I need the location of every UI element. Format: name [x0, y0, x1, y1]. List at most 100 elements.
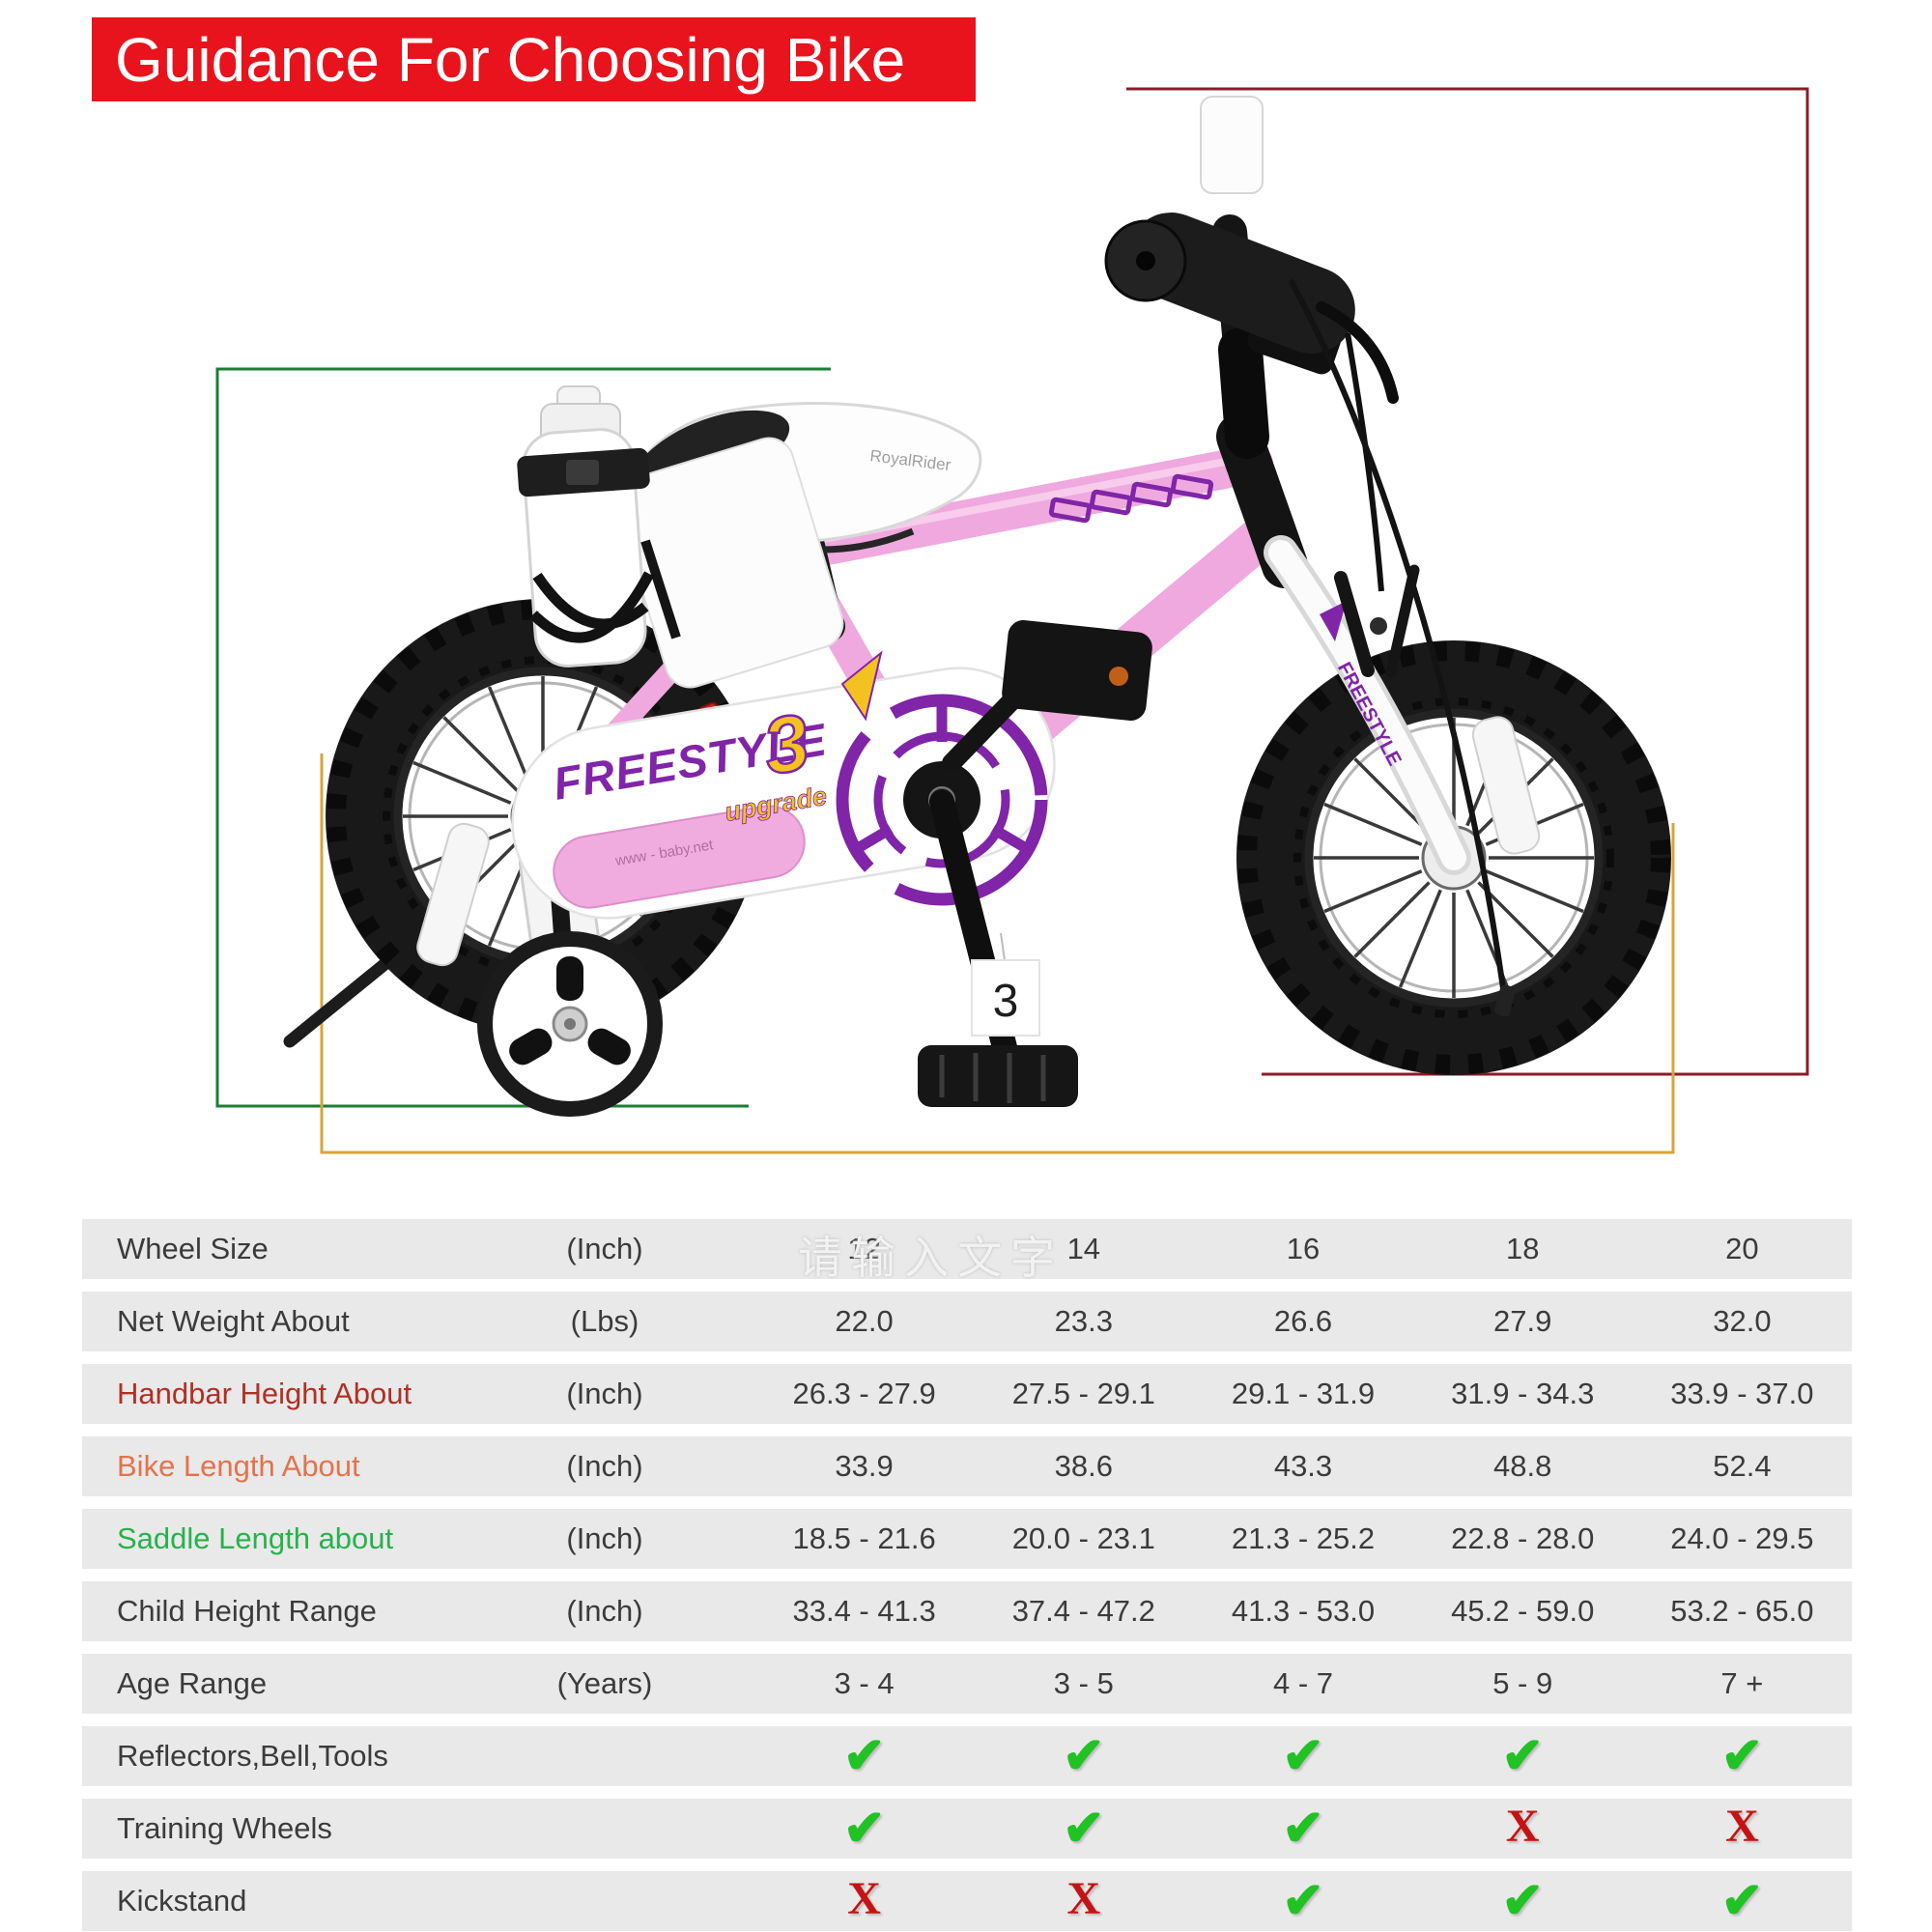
crank-and-pedals — [918, 619, 1152, 1107]
table-row-bike-length: Bike Length About (Inch) 33.9 38.6 43.3 … — [82, 1436, 1852, 1496]
cell-value: 29.1 - 31.9 — [1231, 1377, 1376, 1410]
row-unit: (Inch) — [566, 1521, 643, 1555]
feature-mark: ✔ — [1282, 1728, 1324, 1784]
svg-text:3: 3 — [993, 976, 1019, 1027]
cell-value: 18.5 - 21.6 — [792, 1521, 936, 1555]
cell-value: 48.8 — [1493, 1449, 1552, 1483]
feature-mark: ✔ — [1501, 1728, 1544, 1784]
cell-value: 31.9 - 34.3 — [1451, 1377, 1595, 1410]
cell-value: 21.3 - 25.2 — [1231, 1521, 1376, 1555]
table-row-kickstand: Kickstand X X ✔ ✔ ✔ — [82, 1871, 1852, 1931]
cell-value: 4 - 7 — [1272, 1666, 1334, 1700]
cell-value: 41.3 - 53.0 — [1231, 1594, 1376, 1628]
front-brake — [1334, 564, 1420, 678]
pedal-size-tag: 3 — [971, 932, 1040, 1037]
feature-mark: ✔ — [1282, 1873, 1324, 1929]
water-bottle — [517, 385, 844, 689]
cell-value: 45.2 - 59.0 — [1451, 1594, 1595, 1628]
feature-mark: X — [1505, 1801, 1540, 1852]
cell-value: 20.0 - 23.1 — [1011, 1521, 1155, 1555]
cell-value: 32.0 — [1713, 1304, 1772, 1338]
cell-value: 7 + — [1720, 1666, 1764, 1700]
feature-mark: X — [1725, 1801, 1759, 1852]
cell-value: 26.6 — [1273, 1304, 1333, 1338]
brake-lever — [1316, 301, 1399, 404]
row-unit: (Inch) — [566, 1377, 643, 1410]
row-label: Kickstand — [117, 1884, 247, 1918]
frame-decals — [1048, 473, 1214, 524]
cell-value: 18 — [1505, 1232, 1540, 1265]
feature-mark: X — [847, 1873, 881, 1924]
table-row-net-weight: Net Weight About (Lbs) 22.0 23.3 26.6 27… — [82, 1292, 1852, 1351]
cell-value: 33.4 - 41.3 — [792, 1594, 936, 1628]
feature-mark: ✔ — [1063, 1728, 1105, 1784]
cell-value: 5 - 9 — [1492, 1666, 1553, 1700]
chainguard-emblem — [836, 694, 1048, 906]
cell-value: 20 — [1725, 1232, 1759, 1265]
feature-mark: ✔ — [1063, 1801, 1105, 1857]
cell-value: 14 — [1066, 1232, 1101, 1265]
cell-value: 52.4 — [1713, 1449, 1772, 1483]
cell-value: 3 - 4 — [834, 1666, 895, 1700]
cell-value: 38.6 — [1054, 1449, 1113, 1483]
chainguard-arrow — [840, 650, 883, 722]
row-label: Saddle Length about — [117, 1521, 394, 1555]
table-row-training-wheels: Training Wheels ✔ ✔ ✔ X X — [82, 1799, 1852, 1859]
table-row-handlebar-height: Handbar Height About (Inch) 26.3 - 27.9 … — [82, 1364, 1852, 1424]
row-label: Net Weight About — [117, 1304, 350, 1338]
brake-cable-long — [1288, 278, 1508, 1004]
table-row-saddle-length: Saddle Length about (Inch) 18.5 - 21.6 2… — [82, 1509, 1852, 1569]
cell-value: 12 — [847, 1232, 881, 1265]
feature-mark: ✔ — [842, 1728, 886, 1784]
feature-mark: ✔ — [1720, 1728, 1764, 1784]
row-unit: (Inch) — [566, 1594, 643, 1628]
bike-length-guide — [320, 753, 1675, 1154]
cell-value: 22.8 - 28.0 — [1451, 1521, 1595, 1555]
row-label: Child Height Range — [117, 1594, 377, 1628]
feature-mark: X — [1066, 1873, 1101, 1924]
row-label: Handbar Height About — [117, 1377, 412, 1410]
bike-illustration: FREESTYLE RoyalRider — [215, 87, 1809, 1154]
cell-value: 33.9 — [835, 1449, 894, 1483]
handlebar-height-guide — [1126, 87, 1809, 1076]
cell-value: 33.9 - 37.0 — [1670, 1377, 1814, 1410]
rear-spoke-reflector — [416, 822, 490, 967]
watermark-text: 请输入文字 — [798, 1233, 1064, 1283]
front-fork — [1264, 535, 1471, 875]
cell-value: 22.0 — [835, 1304, 894, 1338]
row-unit: (Years) — [556, 1666, 653, 1700]
row-unit: (Inch) — [566, 1449, 643, 1483]
handlebar — [1104, 96, 1516, 1017]
spec-table: Wheel Size (Inch) 12 14 16 18 20 Net Wei… — [82, 1219, 1852, 1932]
feature-mark: ✔ — [1501, 1873, 1544, 1929]
table-row-reflectors: Reflectors,Bell,Tools ✔ ✔ ✔ ✔ ✔ — [82, 1726, 1852, 1786]
row-label: Training Wheels — [117, 1811, 332, 1845]
row-label: Age Range — [117, 1666, 268, 1700]
saddle-height-guide — [215, 367, 831, 1108]
cell-value: 16 — [1286, 1232, 1321, 1265]
page-title: Guidance For Choosing Bike — [115, 24, 906, 95]
row-unit: (Lbs) — [570, 1304, 639, 1338]
feature-mark: ✔ — [842, 1801, 886, 1857]
row-label: Bike Length About — [117, 1449, 360, 1483]
row-unit: (Inch) — [566, 1232, 643, 1265]
brake-cable-front — [1345, 332, 1384, 592]
feature-mark: ✔ — [1720, 1873, 1764, 1929]
cell-value: 53.2 - 65.0 — [1670, 1594, 1814, 1628]
front-spoke-reflector — [1471, 716, 1541, 855]
row-label: Reflectors,Bell,Tools — [117, 1739, 388, 1773]
cell-value: 3 - 5 — [1053, 1666, 1114, 1700]
table-row-wheel-size: Wheel Size (Inch) 12 14 16 18 20 — [82, 1219, 1852, 1279]
cell-value: 37.4 - 47.2 — [1011, 1594, 1155, 1628]
title-banner: Guidance For Choosing Bike — [92, 17, 976, 101]
cell-value: 27.9 — [1493, 1304, 1552, 1338]
feature-mark: ✔ — [1282, 1801, 1324, 1857]
training-wheel — [477, 839, 663, 1117]
cell-value: 24.0 - 29.5 — [1670, 1521, 1814, 1555]
cell-value: 23.3 — [1054, 1304, 1113, 1338]
row-label: Wheel Size — [117, 1232, 269, 1265]
table-row-child-height: Child Height Range (Inch) 33.4 - 41.3 37… — [82, 1581, 1852, 1641]
table-row-age-range: Age Range (Years) 3 - 4 3 - 5 4 - 7 5 - … — [82, 1654, 1852, 1714]
cell-value: 43.3 — [1273, 1449, 1333, 1483]
